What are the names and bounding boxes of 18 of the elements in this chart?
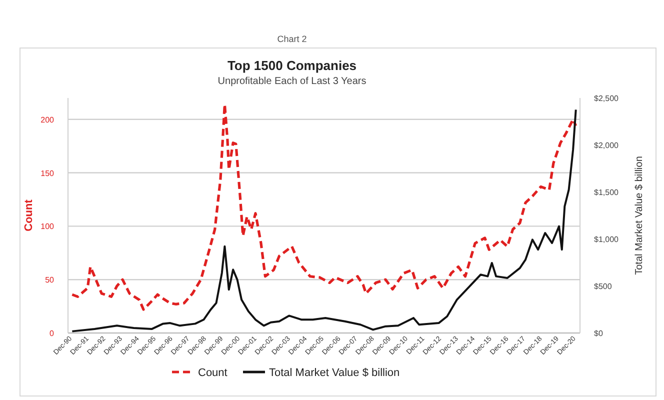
- y-tick-label: 50: [45, 276, 55, 285]
- y2-tick-label: $1,500: [594, 188, 620, 197]
- y-axis-title: Count: [23, 199, 35, 232]
- y2-tick-label: $0: [594, 329, 604, 338]
- legend-label: Count: [198, 367, 228, 379]
- y2-tick-label: $1,000: [594, 235, 620, 244]
- y2-axis-title: Total Market Value $ billion: [634, 156, 645, 275]
- y2-tick-label: $500: [594, 282, 612, 291]
- y-tick-label: 200: [40, 115, 55, 124]
- y-tick-label: 100: [40, 222, 55, 232]
- caption: Chart 2: [277, 34, 307, 44]
- y-tick-label: 0: [50, 329, 55, 338]
- chart-title: Top 1500 Companies: [227, 58, 357, 73]
- chart-subtitle: Unprofitable Each of Last 3 Years: [218, 76, 366, 87]
- legend-label: Total Market Value $ billion: [269, 367, 400, 379]
- y2-tick-label: $2,000: [594, 141, 620, 150]
- y-tick-label: 150: [40, 168, 55, 178]
- y2-tick-label: $2,500: [594, 94, 620, 103]
